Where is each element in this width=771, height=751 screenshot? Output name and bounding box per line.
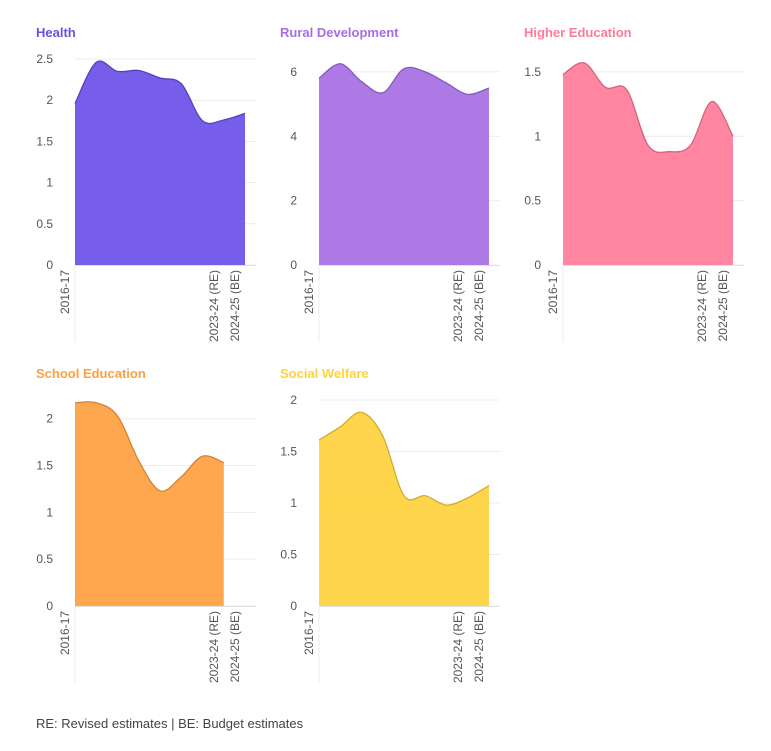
social-welfare-y-tick: 0.5 (280, 548, 297, 562)
higher-education-series-line (562, 62, 734, 154)
health-x-tick: 2024-25 (BE) (228, 270, 242, 341)
rural-development-x-tick: 2016-17 (302, 270, 316, 314)
higher-education-x-tick: 2023-24 (RE) (695, 270, 709, 342)
social-welfare-series-line (318, 411, 490, 506)
higher-education-title: Higher Education (524, 25, 632, 40)
school-education-x-tick: 2016-17 (58, 611, 72, 655)
health-chart: 0 0.5 1 1.5 2 2.5 2016-17 2023-24 (RE) 2024-25 (… (36, 52, 256, 342)
health-x-tick: 2016-17 (58, 270, 72, 314)
footnote: RE: Revised estimates | BE: Budget estim… (36, 716, 304, 731)
social-welfare-y-tick: 1.5 (280, 445, 297, 459)
higher-education-y-tick: 0.5 (524, 194, 541, 208)
school-education-area (75, 401, 224, 606)
rural-development-area (319, 63, 489, 266)
school-education-x-tick: 2024-25 (BE) (228, 611, 242, 682)
rural-development-x-tick: 2023-24 (RE) (451, 270, 465, 342)
health-series-line (74, 60, 246, 125)
social-welfare-area (319, 412, 489, 606)
higher-education-y-tick: 0 (534, 258, 541, 272)
health-title: Health (36, 25, 76, 40)
higher-education-chart: 0 0.5 1 1.5 2016-17 2023-24 (RE) 2024-25 (BE) (524, 62, 744, 342)
health-y-tick: 2.5 (36, 52, 53, 66)
health-y-tick: 1 (46, 176, 53, 190)
higher-education-x-tick: 2016-17 (546, 270, 560, 314)
higher-education-y-tick: 1 (534, 129, 541, 143)
rural-development-x-tick: 2024-25 (BE) (472, 270, 486, 341)
health-y-tick: 1.5 (36, 134, 53, 148)
higher-education-area (563, 62, 733, 265)
rural-development-series-line (318, 63, 490, 96)
school-education-y-tick: 1.5 (36, 459, 53, 473)
rural-development-title: Rural Development (280, 25, 399, 40)
school-education-y-tick: 0.5 (36, 552, 53, 566)
school-education-series-line (74, 401, 225, 492)
social-welfare-chart: 0 0.5 1 1.5 2 2016-17 2023-24 (RE) 2024-25 (BE) (280, 393, 500, 683)
school-education-chart: 0 0.5 1 1.5 2 2016-17 2023-24 (RE) 2024-25 (BE) (36, 401, 256, 683)
social-welfare-x-tick: 2023-24 (RE) (451, 611, 465, 683)
rural-development-chart: 0 2 4 6 2016-17 2023-24 (RE) 2024-25 (BE) (290, 63, 500, 342)
school-education-y-tick: 1 (46, 505, 53, 519)
school-education-x-tick: 2023-24 (RE) (207, 611, 221, 683)
higher-education-x-tick: 2024-25 (BE) (716, 270, 730, 341)
social-welfare-title: Social Welfare (280, 366, 369, 381)
school-education-y-tick: 2 (46, 412, 53, 426)
rural-development-y-tick: 2 (290, 194, 297, 208)
social-welfare-x-tick: 2016-17 (302, 611, 316, 655)
health-y-tick: 0.5 (36, 217, 53, 231)
social-welfare-x-tick: 2024-25 (BE) (472, 611, 486, 682)
health-x-tick: 2023-24 (RE) (207, 270, 221, 342)
social-welfare-y-tick: 2 (290, 393, 297, 407)
rural-development-y-tick: 6 (290, 65, 297, 79)
school-education-y-tick: 0 (46, 599, 53, 613)
health-y-tick: 0 (46, 258, 53, 272)
health-y-tick: 2 (46, 93, 53, 107)
higher-education-y-tick: 1.5 (524, 65, 541, 79)
social-welfare-y-tick: 0 (290, 599, 297, 613)
rural-development-y-tick: 0 (290, 258, 297, 272)
rural-development-y-tick: 4 (290, 129, 297, 143)
social-welfare-y-tick: 1 (290, 496, 297, 510)
school-education-title: School Education (36, 366, 146, 381)
health-area (75, 61, 245, 266)
